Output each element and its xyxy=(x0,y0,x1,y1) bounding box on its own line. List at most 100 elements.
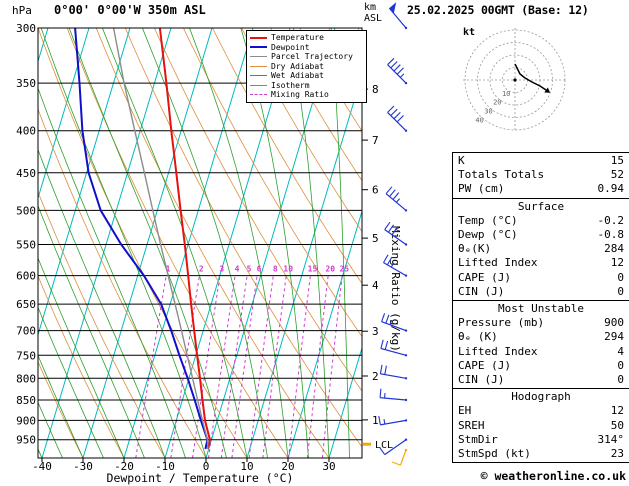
wind-barb xyxy=(385,186,408,212)
stats-table: K 15 Totals Totals 52 PW (cm) 0.94 Surface Temp… xyxy=(452,152,629,464)
wind-barb xyxy=(387,57,408,85)
stats-row: θₑ (K) 294 xyxy=(453,330,629,344)
svg-text:2: 2 xyxy=(199,265,204,274)
svg-text:25: 25 xyxy=(339,265,349,274)
stats-row: CAPE (J) 0 xyxy=(453,271,629,285)
hodograph-trace xyxy=(514,63,547,91)
svg-text:7: 7 xyxy=(372,134,379,147)
legend-item: Dry Adiabat xyxy=(250,62,366,72)
wind-barb xyxy=(379,388,408,402)
stat-label: EH xyxy=(458,404,472,418)
legend-label: Dewpoint xyxy=(271,42,310,52)
stats-row: StmSpd (kt) 23 xyxy=(453,447,629,461)
wind-barb xyxy=(379,364,408,380)
svg-text:-20: -20 xyxy=(114,460,134,473)
stat-value: 12 xyxy=(610,404,624,418)
svg-text:1: 1 xyxy=(372,414,379,427)
stats-row: CIN (J) 0 xyxy=(453,285,629,299)
svg-text:350: 350 xyxy=(16,77,36,90)
stats-row: Dewp (°C) -0.8 xyxy=(453,228,629,242)
stat-label: θₑ(K) xyxy=(458,242,492,256)
stats-section-header: Most Unstable xyxy=(497,302,585,316)
svg-text:-30: -30 xyxy=(73,460,93,473)
legend-item: Mixing Ratio xyxy=(250,90,366,100)
stat-label: K xyxy=(458,154,465,167)
legend-item: Isotherm xyxy=(250,81,366,91)
altitude-axis-unit: km ASL xyxy=(364,2,382,24)
wind-barb xyxy=(391,448,408,466)
svg-text:-40: -40 xyxy=(32,460,52,473)
stats-section: K 15 Totals Totals 52 PW (cm) 0.94 xyxy=(453,153,629,198)
x-axis-title: Dewpoint / Temperature (°C) xyxy=(106,471,294,485)
wind-barb xyxy=(387,105,408,132)
wind-barb xyxy=(384,221,408,246)
svg-text:1: 1 xyxy=(166,265,171,274)
svg-text:700: 700 xyxy=(16,325,36,338)
mixing-ratio-axis-title: Mixing Ratio (g/kg) xyxy=(389,226,402,352)
svg-text:10: 10 xyxy=(283,265,293,274)
stat-value: 0 xyxy=(617,373,624,387)
stat-value: 52 xyxy=(610,168,624,182)
legend-line-sample-wet_adiabat xyxy=(250,75,267,77)
svg-text:20: 20 xyxy=(281,460,294,473)
svg-text:600: 600 xyxy=(16,270,36,283)
svg-text:10: 10 xyxy=(240,460,253,473)
stat-value: 294 xyxy=(604,330,624,344)
stat-value: 12 xyxy=(610,256,624,270)
stats-section: Most Unstable Pressure (mb) 900 θₑ (K) 294 Li… xyxy=(453,300,629,388)
svg-text:850: 850 xyxy=(16,394,36,407)
stat-value: 900 xyxy=(604,316,624,330)
stats-row: SREH 50 xyxy=(453,419,629,433)
stats-row: PW (cm) 0.94 xyxy=(453,182,629,196)
stat-label: StmDir xyxy=(458,432,498,446)
stats-row: K 15 xyxy=(453,154,629,168)
stats-section-header: Hodograph xyxy=(511,390,571,404)
wind-barb xyxy=(379,438,408,456)
temperature-curve xyxy=(158,28,211,450)
svg-text:550: 550 xyxy=(16,239,36,252)
svg-text:6: 6 xyxy=(372,184,379,197)
svg-text:5: 5 xyxy=(372,232,379,245)
svg-text:30: 30 xyxy=(484,108,492,116)
stat-label: Lifted Index xyxy=(458,344,538,358)
stat-value: 314° xyxy=(597,432,625,446)
svg-text:800: 800 xyxy=(16,372,36,385)
svg-text:10: 10 xyxy=(502,90,510,98)
stat-label: CIN (J) xyxy=(458,373,505,387)
legend-line-sample-parcel xyxy=(250,56,267,58)
stat-value: 4 xyxy=(617,344,624,358)
legend-line-sample-dewpoint xyxy=(250,46,267,49)
stat-value: -0.8 xyxy=(597,228,625,242)
svg-text:0: 0 xyxy=(203,460,210,473)
svg-text:900: 900 xyxy=(16,414,36,427)
stat-label: Pressure (mb) xyxy=(458,316,545,330)
stat-value: 0 xyxy=(617,358,624,372)
stat-label: SREH xyxy=(458,418,485,432)
wind-barb xyxy=(380,339,408,357)
legend-line-sample-temperature xyxy=(250,36,267,39)
legend-label: Dry Adiabat xyxy=(271,61,324,71)
svg-text:500: 500 xyxy=(16,204,36,217)
sounding-curves xyxy=(74,28,211,450)
stats-row: Lifted Index 12 xyxy=(453,256,629,270)
svg-text:5: 5 xyxy=(247,265,252,274)
svg-text:450: 450 xyxy=(16,167,36,180)
legend-line-sample-dry_adiabat xyxy=(250,65,267,67)
legend-label: Isotherm xyxy=(271,80,310,90)
legend-line-sample-isotherm xyxy=(250,84,267,86)
lcl-label: LCL xyxy=(375,440,393,451)
dewpoint-curve xyxy=(74,28,209,450)
stats-row: Temp (°C) -0.2 xyxy=(453,214,629,228)
stat-label: PW (cm) xyxy=(458,182,505,196)
stats-section: Surface Temp (°C) -0.2 Dewp (°C) -0.8 θₑ(K) 28… xyxy=(453,197,629,300)
legend-label: Wet Adiabat xyxy=(271,71,324,81)
svg-text:15: 15 xyxy=(308,265,318,274)
hodograph-unit-label: kt xyxy=(463,27,475,38)
wind-barb xyxy=(383,254,408,277)
stat-label: Lifted Index xyxy=(458,256,538,270)
stats-row: CIN (J) 0 xyxy=(453,373,629,387)
svg-text:650: 650 xyxy=(16,298,36,311)
wind-barb xyxy=(381,313,408,332)
svg-text:400: 400 xyxy=(16,125,36,138)
